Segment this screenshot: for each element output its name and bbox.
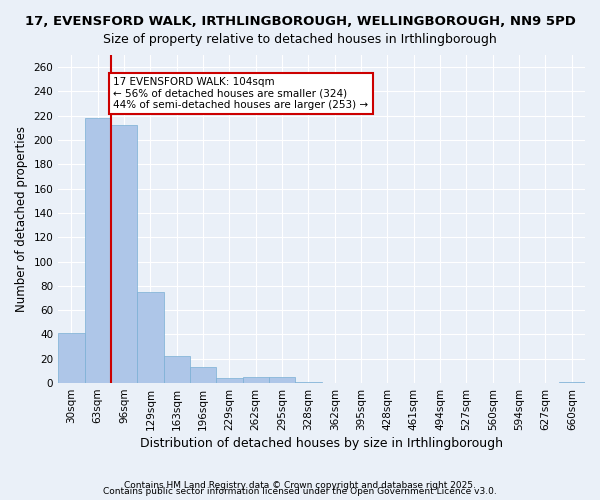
Text: 17, EVENSFORD WALK, IRTHLINGBOROUGH, WELLINGBOROUGH, NN9 5PD: 17, EVENSFORD WALK, IRTHLINGBOROUGH, WEL… [25,15,575,28]
Text: 17 EVENSFORD WALK: 104sqm
← 56% of detached houses are smaller (324)
44% of semi: 17 EVENSFORD WALK: 104sqm ← 56% of detac… [113,77,368,110]
X-axis label: Distribution of detached houses by size in Irthlingborough: Distribution of detached houses by size … [140,437,503,450]
Bar [164,356,190,383]
Y-axis label: Number of detached properties: Number of detached properties [15,126,28,312]
Bar [242,377,269,383]
Bar [216,378,242,383]
Text: Contains HM Land Registry data © Crown copyright and database right 2025.: Contains HM Land Registry data © Crown c… [124,481,476,490]
Bar [190,368,216,383]
Bar [111,126,137,383]
Text: Contains public sector information licensed under the Open Government Licence v3: Contains public sector information licen… [103,487,497,496]
Bar [137,292,164,383]
Bar [559,382,585,383]
Bar [58,334,85,383]
Text: Size of property relative to detached houses in Irthlingborough: Size of property relative to detached ho… [103,32,497,46]
Bar [269,377,295,383]
Bar [85,118,111,383]
Bar [295,382,322,383]
